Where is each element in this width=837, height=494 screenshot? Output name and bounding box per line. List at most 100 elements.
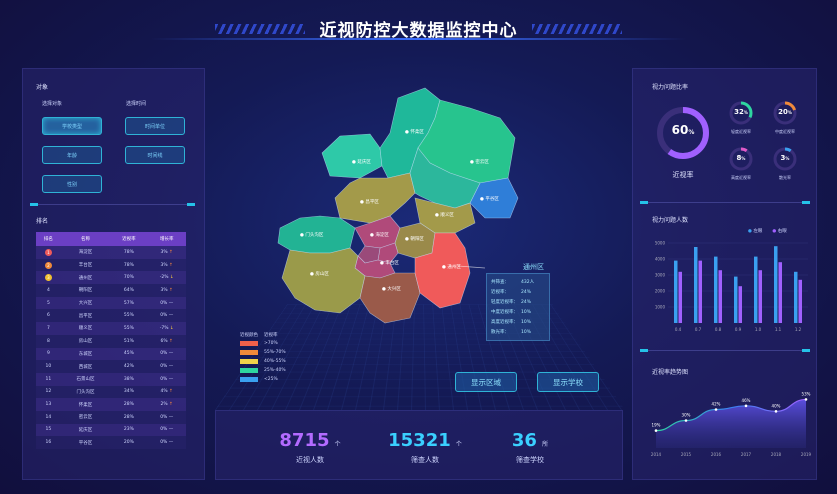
show-region-button[interactable]: 显示区域: [455, 372, 517, 392]
trend-flat-icon: —: [168, 427, 174, 433]
svg-text:● 朝阳区: ● 朝阳区: [405, 235, 424, 242]
map-district-yanqing[interactable]: [321, 133, 383, 179]
table-row[interactable]: 7 顺义区 55% -7% ↓: [36, 322, 186, 335]
timeline-button[interactable]: 时间线: [125, 146, 185, 164]
table-row[interactable]: 11 石景山区 38% 0% —: [36, 372, 186, 386]
table-row[interactable]: 8 房山区 51% 6% ↑: [36, 334, 186, 348]
myopia-trend-chart: 19% 2014 30% 2015 42% 2016 46% 2017 40% 2018 53% 20…: [651, 391, 812, 457]
legend-head-color: 近视颜色: [240, 332, 258, 338]
name-cell: 大兴区: [60, 296, 111, 310]
ranking-table: 排名 名称 近视率 增长率 1 海淀区 78% 3% ↑ 2 丰台区 78% 3%…: [36, 232, 186, 449]
svg-text:● 海淀区: ● 海淀区: [370, 231, 389, 238]
right-divider-1: [640, 201, 810, 204]
bar-left-eye: [794, 271, 798, 323]
col-name: 名称: [60, 232, 111, 246]
growth-cell: 0% —: [147, 347, 186, 361]
trend-flat-icon: —: [168, 440, 174, 446]
district-tooltip: 共筛查： 432人 近视率： 24% 轻度近视率： 24% 中度近视率： 10% 高度近视率： 1…: [486, 273, 550, 341]
svg-text:● 昌平区: ● 昌平区: [360, 199, 379, 205]
school-type-button[interactable]: 学校类型: [42, 117, 102, 135]
legend-swatch: [240, 377, 258, 382]
bar-right-eye: [758, 270, 762, 323]
tooltip-row: 轻度近视率： 24%: [491, 299, 532, 306]
trend-panel-title: 近视率趋势图: [652, 369, 689, 376]
rate-cell: 78%: [110, 246, 148, 259]
bar-right-eye: [778, 262, 782, 323]
table-row[interactable]: 9 东城区 45% 0% —: [36, 347, 186, 361]
trend-flat-icon: —: [168, 414, 174, 420]
svg-text:0.8: 0.8: [715, 327, 722, 332]
bar-left-eye: [754, 256, 758, 323]
growth-cell: 3% ↑: [147, 258, 186, 272]
svg-text:42%: 42%: [712, 402, 721, 407]
tooltip-row: 散光率： 10%: [491, 329, 532, 336]
rank-cell: 12: [36, 385, 61, 399]
table-row[interactable]: 2 丰台区 78% 3% ↑: [36, 258, 186, 272]
rank-cell: 16: [36, 436, 61, 449]
growth-cell: 0% —: [147, 360, 186, 373]
name-cell: 丰台区: [60, 258, 111, 272]
count-panel-title: 视力问题人数: [652, 217, 689, 224]
table-row[interactable]: 13 怀柔区 28% 2% ↑: [36, 398, 186, 411]
map-district-changping[interactable]: [334, 172, 416, 224]
gender-button[interactable]: 性别: [42, 175, 102, 193]
trend-down-icon: ↓: [169, 275, 174, 281]
svg-text:2018: 2018: [771, 452, 782, 457]
svg-text:1000: 1000: [655, 305, 666, 310]
growth-cell: 3% ↑: [147, 246, 186, 259]
rank-cell: 8: [36, 334, 61, 348]
growth-cell: 0% —: [147, 436, 186, 449]
table-row[interactable]: 12 门头沟区 34% 4% ↑: [36, 385, 186, 399]
tooltip-row: 中度近视率： 10%: [491, 309, 532, 316]
svg-text:● 房山区: ● 房山区: [310, 270, 329, 277]
svg-text:● 延庆区: ● 延庆区: [352, 158, 371, 165]
growth-cell: 2% ↑: [147, 398, 186, 411]
bar-right-eye: [798, 279, 802, 323]
name-cell: 门头沟区: [60, 385, 111, 399]
table-row[interactable]: 16 平谷区 20% 0% —: [36, 436, 186, 449]
growth-cell: 0% —: [147, 372, 186, 386]
rank-cell: 4: [36, 284, 61, 297]
svg-text:0.9: 0.9: [735, 327, 742, 332]
age-button[interactable]: 年龄: [42, 146, 102, 164]
table-row[interactable]: 6 昌平区 55% 0% —: [36, 309, 186, 323]
table-row[interactable]: 14 密云区 28% 0% —: [36, 410, 186, 424]
count-legend: ● 左眼 ● 右眼: [748, 228, 787, 234]
svg-text:2017: 2017: [741, 452, 752, 457]
bar-left-eye: [674, 260, 678, 323]
tooltip-row: 近视率： 24%: [491, 289, 532, 296]
rate-cell: 55%: [110, 322, 148, 335]
table-row[interactable]: 5 大兴区 57% 0% —: [36, 296, 186, 310]
map-district-tongzhou[interactable]: [414, 232, 471, 309]
table-row[interactable]: 3 通州区 70% -2% ↓: [36, 271, 186, 285]
svg-text:0.4: 0.4: [675, 327, 682, 332]
rank-cell: 1: [36, 246, 61, 259]
svg-text:● 门头沟区: ● 门头沟区: [300, 231, 324, 238]
map-legend: 近视颜色 近视率 >70% 55%-70% 40%-55% 25%-40% <25%: [240, 330, 286, 384]
legend-item: 55%-70%: [240, 348, 286, 357]
table-row[interactable]: 1 海淀区 78% 3% ↑: [36, 246, 186, 259]
rate-cell: 42%: [110, 360, 148, 373]
ranking-body: 1 海淀区 78% 3% ↑ 2 丰台区 78% 3% ↑ 3 通州区 70% -2…: [36, 246, 186, 449]
bar-left-eye: [774, 246, 778, 323]
map-district-fangshan[interactable]: [281, 247, 366, 314]
page-title: 近视防控大数据监控中心: [319, 21, 518, 41]
table-row[interactable]: 10 西城区 42% 0% —: [36, 360, 186, 373]
table-row[interactable]: 4 朝阳区 64% 3% ↑: [36, 284, 186, 297]
small-ratio-label: 散光率: [779, 175, 791, 180]
growth-cell: 0% —: [147, 410, 186, 424]
tooltip-row: 共筛查： 432人: [491, 280, 535, 285]
svg-text:● 通州区: ● 通州区: [442, 263, 461, 270]
col-growth: 增长率: [147, 232, 186, 246]
small-ratio-label: 轻度近视率: [731, 129, 751, 134]
left-divider: [30, 203, 195, 206]
table-row[interactable]: 15 延庆区 23% 0% —: [36, 423, 186, 437]
name-cell: 房山区: [60, 334, 111, 348]
map-district-daxing[interactable]: [359, 272, 421, 324]
rate-cell: 55%: [110, 309, 148, 323]
time-unit-button[interactable]: 时间单位: [125, 117, 185, 135]
svg-text:2016: 2016: [711, 452, 722, 457]
trend-down-icon: ↓: [169, 325, 174, 331]
show-school-button[interactable]: 显示学校: [537, 372, 599, 392]
trend-up-icon: ↑: [169, 249, 173, 255]
